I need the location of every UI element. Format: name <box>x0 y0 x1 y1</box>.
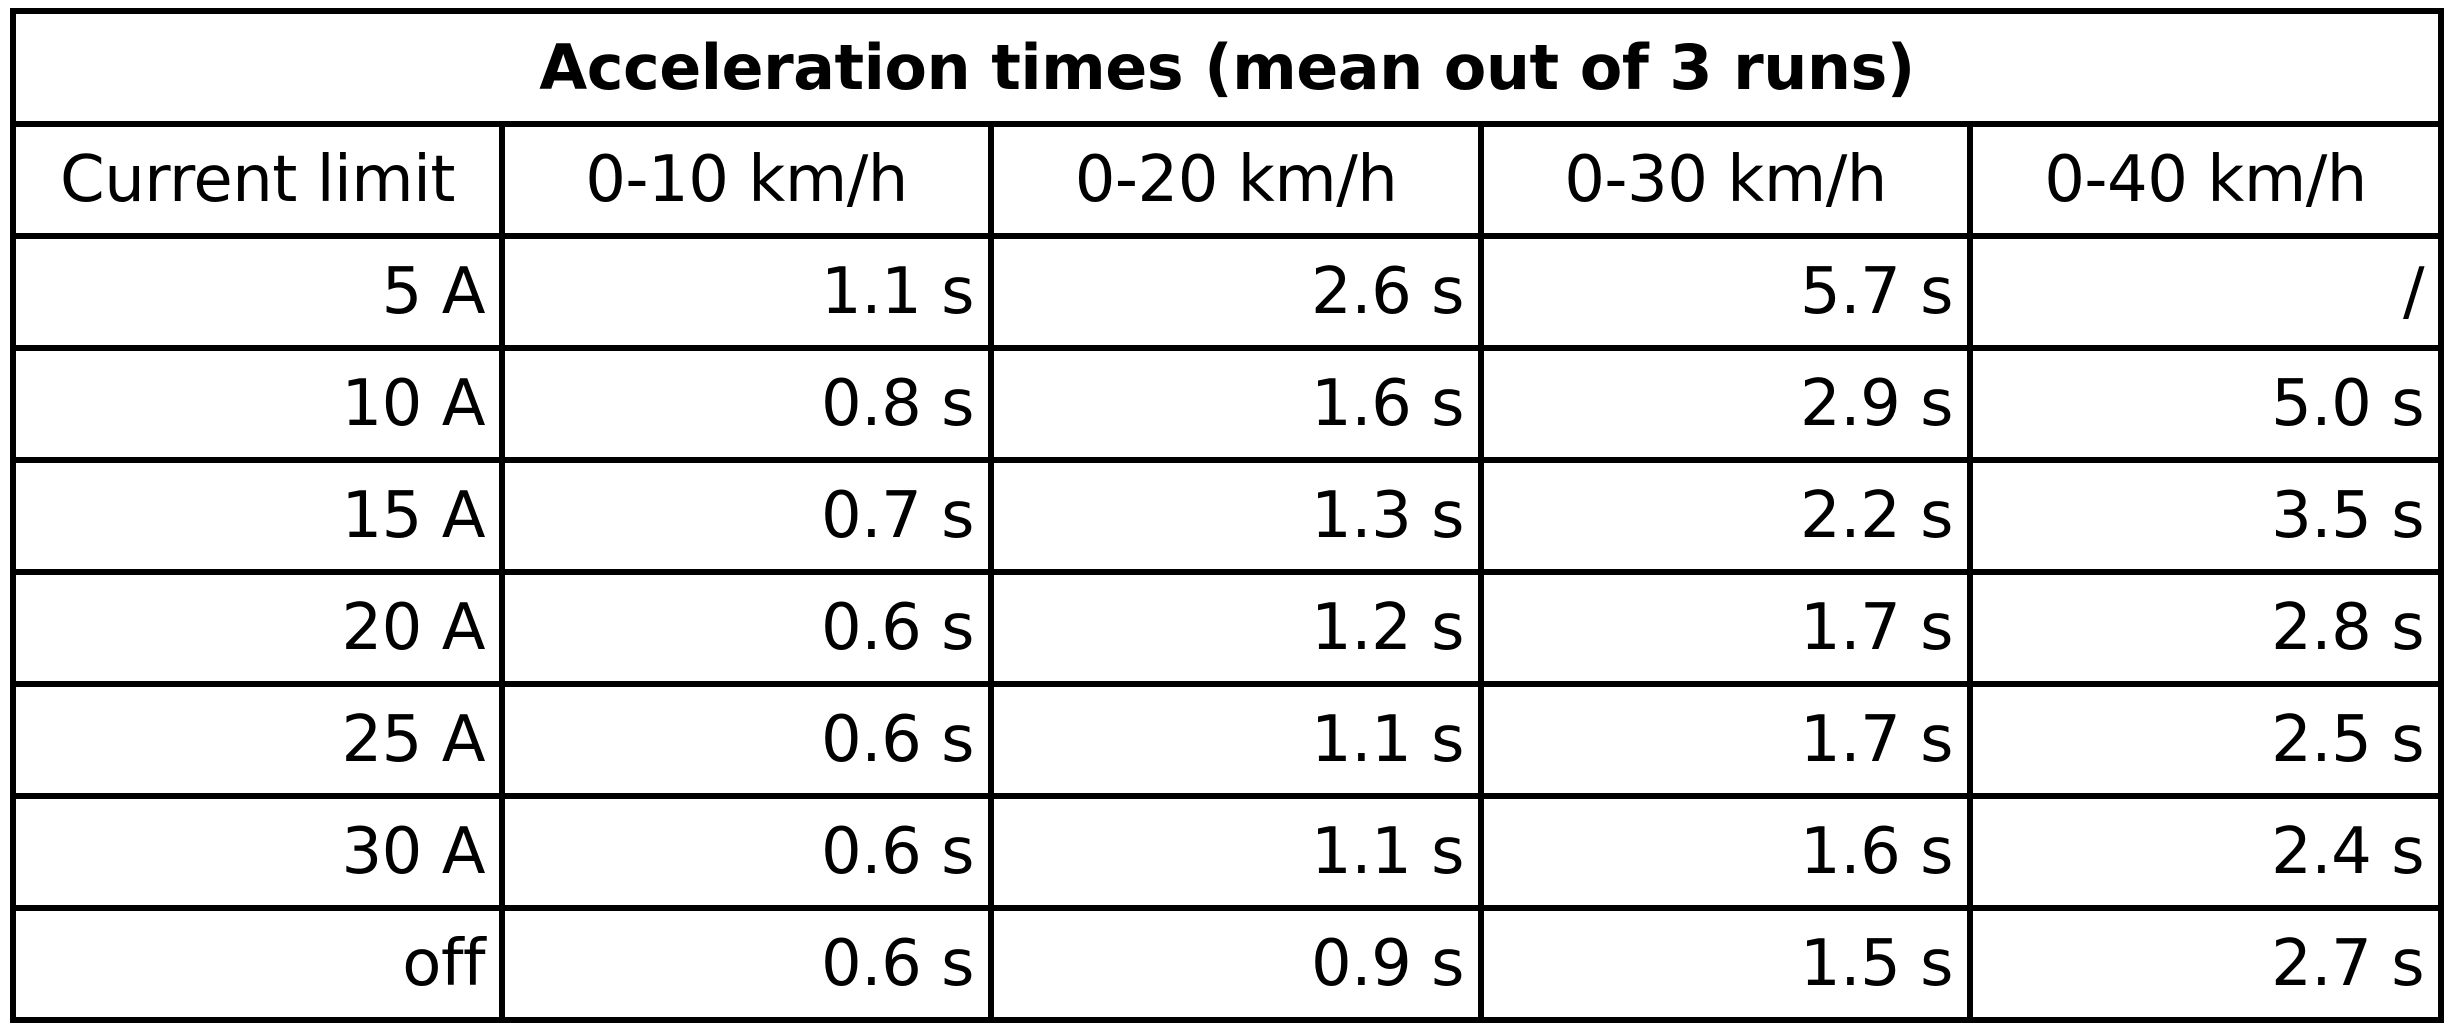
cell-0-40: 2.4 s <box>1966 793 2445 911</box>
cell-0-10: 0.7 s <box>499 457 994 575</box>
table-row: 30 A 0.6 s 1.1 s 1.6 s 2.4 s <box>10 793 2445 911</box>
row-current-limit: 20 A <box>10 569 505 687</box>
table-title: Acceleration times (mean out of 3 runs) <box>9 8 2445 127</box>
cell-0-40: 2.8 s <box>1966 569 2445 687</box>
row-current-limit: 15 A <box>10 457 505 575</box>
cell-0-30: 1.6 s <box>1478 793 1973 911</box>
cell-0-40: 2.7 s <box>1966 905 2445 1023</box>
cell-0-20: 1.6 s <box>988 345 1484 463</box>
cell-0-20: 1.1 s <box>988 793 1484 911</box>
acceleration-table-container: Acceleration times (mean out of 3 runs) … <box>9 8 2445 1023</box>
cell-0-20: 1.2 s <box>988 569 1484 687</box>
header-0-10: 0-10 km/h <box>499 121 994 239</box>
cell-0-20: 2.6 s <box>988 233 1484 351</box>
table-row: 5 A 1.1 s 2.6 s 5.7 s / <box>10 233 2445 351</box>
acceleration-times-table: Acceleration times (mean out of 3 runs) … <box>9 8 2445 1023</box>
row-current-limit: 25 A <box>10 681 505 799</box>
cell-0-30: 1.5 s <box>1478 905 1973 1023</box>
cell-0-10: 0.6 s <box>499 793 994 911</box>
header-0-30: 0-30 km/h <box>1478 121 1973 239</box>
cell-0-20: 1.3 s <box>988 457 1484 575</box>
table-header-row: Current limit 0-10 km/h 0-20 km/h 0-30 k… <box>10 121 2445 239</box>
table-row: 20 A 0.6 s 1.2 s 1.7 s 2.8 s <box>10 569 2445 687</box>
row-current-limit: 5 A <box>10 233 505 351</box>
cell-0-10: 1.1 s <box>499 233 994 351</box>
cell-0-30: 1.7 s <box>1478 681 1973 799</box>
cell-0-10: 0.6 s <box>499 569 994 687</box>
cell-0-40: 5.0 s <box>1966 345 2445 463</box>
cell-0-20: 1.1 s <box>988 681 1484 799</box>
cell-0-40: 2.5 s <box>1966 681 2445 799</box>
cell-0-30: 2.2 s <box>1478 457 1973 575</box>
row-current-limit: off <box>10 905 505 1023</box>
table-row: 15 A 0.7 s 1.3 s 2.2 s 3.5 s <box>10 457 2445 575</box>
row-current-limit: 10 A <box>10 345 505 463</box>
table-row: 25 A 0.6 s 1.1 s 1.7 s 2.5 s <box>10 681 2445 799</box>
cell-0-40: 3.5 s <box>1966 457 2445 575</box>
cell-0-40: / <box>1966 233 2445 351</box>
cell-0-10: 0.6 s <box>499 905 994 1023</box>
table-row: off 0.6 s 0.9 s 1.5 s 2.7 s <box>10 905 2445 1023</box>
table-row: 10 A 0.8 s 1.6 s 2.9 s 5.0 s <box>10 345 2445 463</box>
header-current-limit: Current limit <box>10 121 505 239</box>
cell-0-30: 1.7 s <box>1478 569 1973 687</box>
row-current-limit: 30 A <box>10 793 505 911</box>
cell-0-30: 5.7 s <box>1478 233 1973 351</box>
cell-0-30: 2.9 s <box>1478 345 1973 463</box>
table-title-row: Acceleration times (mean out of 3 runs) <box>9 8 2445 127</box>
cell-0-10: 0.6 s <box>499 681 994 799</box>
cell-0-20: 0.9 s <box>988 905 1484 1023</box>
header-0-20: 0-20 km/h <box>988 121 1484 239</box>
cell-0-10: 0.8 s <box>499 345 994 463</box>
header-0-40: 0-40 km/h <box>1966 121 2445 239</box>
